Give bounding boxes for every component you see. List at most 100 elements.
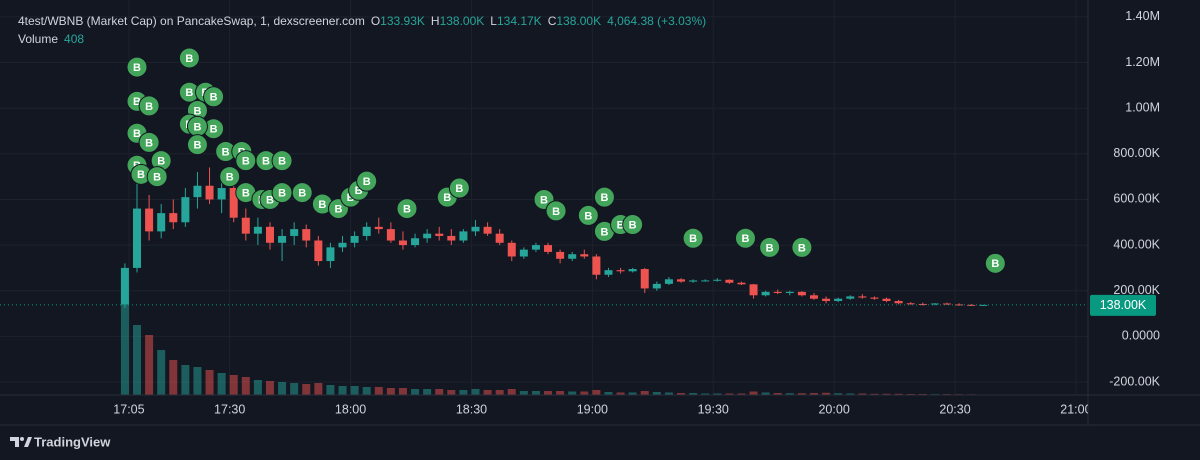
volume-bar <box>761 392 770 395</box>
volume-bar <box>689 393 698 395</box>
candle-body <box>761 291 770 296</box>
buy-marker-label: B <box>222 146 230 158</box>
buy-marker-label: B <box>193 105 201 117</box>
buy-marker <box>682 227 704 249</box>
volume-bar <box>145 335 154 395</box>
candle-body <box>797 291 806 296</box>
y-tick-label: 1.00M <box>1125 100 1160 114</box>
buy-marker <box>203 86 225 108</box>
candles <box>120 167 988 308</box>
x-tick-label: 20:00 <box>818 402 849 416</box>
volume-bar <box>568 391 577 395</box>
buy-marker-label: B <box>157 156 165 168</box>
buy-marker-label: B <box>318 199 326 211</box>
candle-body <box>773 291 782 293</box>
buy-marker <box>146 166 168 188</box>
buy-marker-label: B <box>137 169 145 181</box>
buy-marker-label: B <box>153 172 161 184</box>
legend-low: 134.17K <box>497 14 542 28</box>
volume-bar <box>265 381 274 395</box>
buy-marker-label: B <box>355 185 363 197</box>
volume-bar <box>181 365 190 395</box>
volume-bar <box>628 392 637 395</box>
volume-bar <box>314 383 323 395</box>
legend-line: 4test/WBNB (Market Cap) on PancakeSwap, … <box>18 14 706 28</box>
candle-body <box>785 291 794 293</box>
volume-bar <box>495 390 504 395</box>
brand-logo <box>10 437 32 447</box>
y-tick-label: 600.00K <box>1113 192 1160 206</box>
volume-bar <box>749 391 758 395</box>
legend-low-label: L <box>490 14 497 28</box>
x-tick-label: 19:00 <box>577 402 608 416</box>
volume-bar <box>423 389 432 395</box>
candle-body <box>290 229 299 236</box>
candle-body <box>556 251 565 259</box>
volume-bar <box>713 393 722 395</box>
buy-marker-label: B <box>742 233 750 245</box>
buy-marker-label: B <box>242 188 250 200</box>
candle-body <box>495 233 504 243</box>
candle-body <box>894 300 903 304</box>
candle-body <box>229 188 238 218</box>
buy-marker-label: B <box>266 194 274 206</box>
candle-body <box>870 297 879 299</box>
buy-marker <box>126 56 148 78</box>
candle-body <box>302 229 311 241</box>
buy-marker-label: B <box>278 156 286 168</box>
buy-marker-label: B <box>689 233 697 245</box>
candle-body <box>689 280 698 282</box>
candle-body <box>531 245 540 250</box>
buy-marker-label: B <box>145 137 153 149</box>
candle-body <box>664 279 673 284</box>
y-tick-label: 1.40M <box>1125 9 1160 23</box>
volume-bar <box>169 360 178 395</box>
volume-bar <box>411 389 420 395</box>
candle-body <box>205 185 214 200</box>
buy-marker-label: B <box>278 188 286 200</box>
candle-body <box>338 242 347 248</box>
x-tick-label: 18:00 <box>335 402 366 416</box>
volume-bar <box>447 390 456 395</box>
y-tick-label: 800.00K <box>1113 146 1160 160</box>
volume-bar <box>737 393 746 395</box>
y-tick-label: 1.20M <box>1125 55 1160 69</box>
buy-marker-label: B <box>798 242 806 254</box>
legend-close-label: C <box>548 14 557 28</box>
volume-bar <box>544 391 553 395</box>
candle-body <box>701 280 710 282</box>
volume-bar <box>338 386 347 395</box>
volume-bar <box>870 393 879 395</box>
buy-marker-label: B <box>145 101 153 113</box>
candle-body <box>749 284 758 296</box>
legend-close: 138.00K <box>556 14 601 28</box>
buy-marker <box>734 227 756 249</box>
volume-bar <box>120 300 129 395</box>
candle-body <box>374 226 383 230</box>
buy-marker <box>396 198 418 220</box>
buy-marker <box>271 150 293 172</box>
buy-marker-label: B <box>584 210 592 222</box>
candle-body <box>544 245 553 252</box>
brand-name: TradingView <box>34 434 111 449</box>
volume-bar <box>519 391 528 395</box>
x-tick-label: 17:05 <box>113 402 144 416</box>
candle-body <box>350 235 359 243</box>
last-price: 138.00K <box>0 294 1156 316</box>
volume-bar <box>785 393 794 395</box>
candle-body <box>145 208 154 232</box>
volume-bar <box>435 389 444 395</box>
candle-body <box>979 304 988 306</box>
buy-marker <box>186 134 208 156</box>
buy-marker-label: B <box>298 188 306 200</box>
volume-bar <box>809 393 818 395</box>
buy-marker <box>545 200 567 222</box>
candle-body <box>822 298 831 301</box>
volume-bar <box>241 377 250 395</box>
candle-body <box>967 304 976 306</box>
legend-volume-label: Volume <box>18 32 58 46</box>
candle-body <box>169 213 178 223</box>
candle-body <box>713 279 722 281</box>
buy-marker-label: B <box>617 219 625 231</box>
candle-body <box>157 213 166 232</box>
